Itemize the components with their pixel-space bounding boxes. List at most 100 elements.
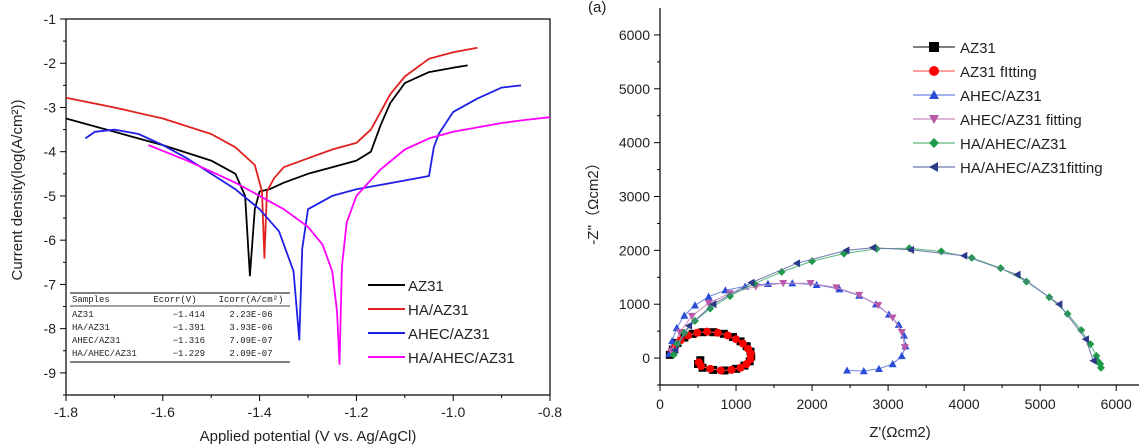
- data-point-az31-fitting: [738, 339, 747, 348]
- table-cell-icorr: 7.09E-07: [229, 336, 272, 346]
- right-y-tick-label: 5000: [619, 81, 650, 97]
- data-point-ha-ahec-az31: [1096, 363, 1105, 372]
- legend-marker: [929, 66, 939, 76]
- legend-label: HA/AHEC/AZ31fitting: [960, 160, 1103, 177]
- data-point-ahec-az31-fitting: [779, 280, 788, 288]
- data-point-ahec-az31: [859, 366, 868, 375]
- data-point-ha-ahec-az31fitting: [1013, 270, 1021, 279]
- table-header-ecorr: Ecorr(V): [153, 295, 196, 305]
- legend-label: AZ31: [960, 40, 996, 57]
- left-x-tick-label: -1.2: [344, 404, 368, 420]
- data-point-ha-ahec-az31fitting: [906, 245, 915, 254]
- legend-label: HA/AZ31: [408, 302, 469, 319]
- data-point-ha-ahec-az31fitting: [1055, 300, 1063, 309]
- data-point-ha-ahec-az31fitting: [671, 345, 679, 354]
- left-y-tick-label: -8: [44, 321, 57, 337]
- data-point-ahec-az31: [874, 364, 883, 373]
- data-point-ahec-az31: [704, 292, 713, 300]
- legend-marker: [929, 138, 939, 148]
- legend-label: AHEC/AZ31: [960, 88, 1042, 105]
- data-point-az31-fitting: [694, 358, 703, 367]
- series-line-ha-ahec-az31: [673, 247, 1102, 369]
- right-x-tick-label: 6000: [1101, 396, 1132, 412]
- left-y-tick-label: -9: [44, 365, 57, 381]
- data-point-az31-fitting: [713, 328, 722, 337]
- legend-marker: [929, 162, 938, 172]
- legend-marker: [929, 90, 939, 99]
- left-legend: AZ31 HA/AZ31 AHEC/AZ31 HA/AHEC/AZ31: [368, 278, 515, 367]
- data-point-az31-fitting: [716, 366, 725, 375]
- data-point-ahec-az31: [690, 301, 699, 309]
- data-point-ahec-az31-fitting: [855, 291, 864, 300]
- left-x-ticks: -1.8 -1.6 -1.4 -1.2 -1.0 -0.8: [54, 395, 562, 420]
- data-point-ahec-az31-fitting: [675, 329, 684, 337]
- right-x-axis-label: Z'(Ωcm2): [869, 424, 931, 441]
- right-y-ticks: 0 1000 2000 3000 4000 5000 6000: [619, 27, 660, 386]
- legend-marker: [929, 42, 939, 52]
- data-point-ahec-az31: [900, 331, 909, 339]
- data-point-ha-ahec-az31fitting: [868, 243, 877, 252]
- data-point-ha-ahec-az31fitting: [792, 259, 801, 268]
- series-line-ha-az31: [65, 46, 478, 259]
- data-point-az31-fitting: [732, 335, 741, 344]
- right-x-tick-label: 0: [656, 396, 664, 412]
- data-point-ha-ahec-az31fitting: [1081, 335, 1089, 344]
- data-point-az31-fitting: [693, 328, 702, 337]
- right-y-tick-label: 2000: [619, 242, 650, 258]
- left-x-tick-label: -1.0: [441, 404, 465, 420]
- right-x-tick-label: 4000: [949, 396, 980, 412]
- table-header-samples: Samples: [72, 295, 110, 305]
- left-x-tick-label: -0.8: [538, 404, 562, 420]
- table-cell-sample: AZ31: [72, 310, 94, 320]
- panel-label: (a): [588, 0, 606, 16]
- data-point-ha-ahec-az31: [996, 264, 1005, 273]
- data-point-ha-ahec-az31fitting: [842, 246, 850, 255]
- right-y-tick-label: 1000: [619, 296, 650, 312]
- right-y-tick-label: 6000: [619, 27, 650, 43]
- data-point-ahec-az31-fitting: [888, 314, 897, 322]
- data-point-ahec-az31-fitting: [874, 302, 883, 310]
- right-x-ticks: 0 1000 2000 3000 4000 5000 6000: [656, 385, 1132, 412]
- data-point-az31-fitting: [723, 331, 732, 340]
- left-series-group: [65, 46, 551, 365]
- legend-label: HA/AHEC/AZ31: [960, 136, 1067, 153]
- left-y-tick-label: -5: [44, 188, 57, 204]
- left-y-tick-label: -3: [44, 99, 57, 115]
- right-legend: AZ31 AZ31 fItting AHEC/AZ31 AHEC/AZ31 fitti…: [913, 40, 1103, 177]
- left-x-tick-label: -1.6: [151, 404, 175, 420]
- legend-label: AZ31 fItting: [960, 64, 1037, 81]
- left-y-tick-label: -4: [44, 144, 57, 160]
- data-point-ha-ahec-az31: [937, 247, 946, 256]
- left-y-tick-label: -1: [44, 11, 57, 27]
- table-cell-ecorr: −1.391: [173, 323, 205, 333]
- right-y-tick-label: 3000: [619, 189, 650, 205]
- data-point-ha-ahec-az31: [1077, 326, 1086, 335]
- data-point-az31-fitting: [736, 363, 745, 372]
- right-series-group: [665, 243, 1105, 375]
- table-cell-sample: HA/AHEC/AZ31: [72, 349, 137, 359]
- series-line-ahec-az31-fitting: [670, 282, 906, 352]
- right-x-tick-label: 2000: [796, 396, 827, 412]
- table-cell-icorr: 2.09E-07: [229, 349, 272, 359]
- left-y-tick-label: -2: [44, 55, 57, 71]
- nyquist-chart: (a) 0 1000 2000 3000 4000 5000 6000 0 1000 2000 3…: [585, 0, 1139, 441]
- data-point-ahec-az31-fitting: [806, 280, 815, 288]
- data-point-ahec-az31-fitting: [897, 329, 906, 337]
- left-y-ticks: -9 -8 -7 -6 -5 -4 -3 -2 -1: [44, 11, 66, 396]
- data-point-az31-fitting: [742, 359, 751, 368]
- data-point-ha-ahec-az31fitting: [684, 321, 693, 330]
- data-point-az31-fitting: [706, 364, 715, 373]
- table-cell-ecorr: −1.316: [173, 336, 205, 346]
- table-cell-sample: AHEC/AZ31: [72, 336, 121, 346]
- data-point-ha-ahec-az31fitting: [1089, 356, 1097, 365]
- legend-label: AHEC/AZ31 fitting: [960, 112, 1082, 129]
- right-y-tick-label: 4000: [619, 135, 650, 151]
- data-point-az31-fitting: [703, 327, 712, 336]
- left-x-axis-label: Applied potential (V vs. Ag/AgCl): [200, 428, 417, 445]
- data-point-ahec-az31-fitting: [687, 312, 696, 321]
- data-point-ha-ahec-az31fitting: [960, 251, 968, 260]
- data-point-az31: [719, 329, 728, 338]
- legend-label: HA/AHEC/AZ31: [408, 350, 515, 367]
- table-header-icorr: Icorr(A/cm²): [219, 295, 284, 305]
- data-point-ha-ahec-az31fitting: [747, 278, 755, 287]
